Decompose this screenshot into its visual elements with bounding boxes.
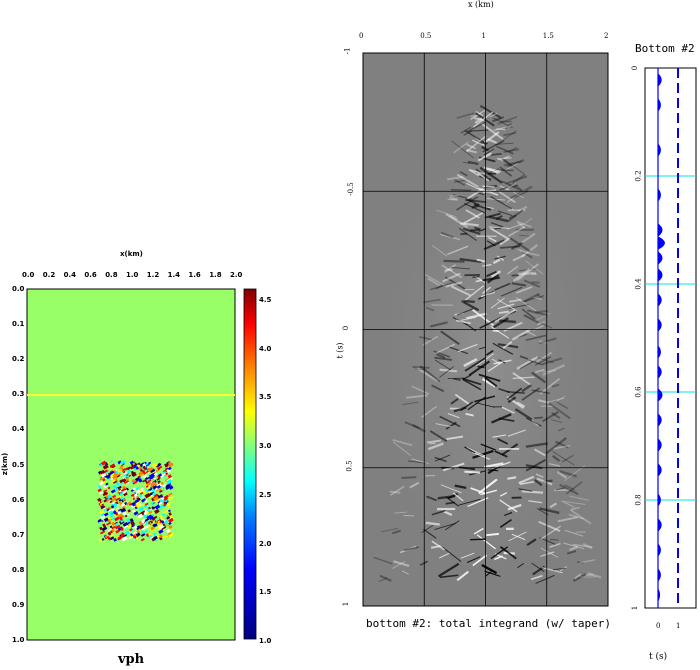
integrand-wavefronts xyxy=(373,105,602,585)
vph-colorbar-tick: 1.5 xyxy=(259,588,272,597)
vph-colorbar-tick: 4.0 xyxy=(259,344,272,353)
vph-colorbar xyxy=(243,288,257,640)
vph-x-tick: 2.0 xyxy=(230,271,243,279)
vph-x-tick: 0.4 xyxy=(63,271,76,279)
vph-x-tick: 1.4 xyxy=(167,271,180,279)
vph-z-tick: 0.3 xyxy=(12,390,25,399)
vph-colorbar-tick: 1.0 xyxy=(259,636,272,645)
vph-x-tick: 0.0 xyxy=(22,271,35,279)
integrand-x-tick: 0 xyxy=(359,32,364,40)
vph-title: vph xyxy=(118,652,145,667)
integrand-caption: bottom #2: total integrand (w/ taper) xyxy=(366,617,612,630)
vph-z-tick: 0.8 xyxy=(12,565,25,574)
bottom-x-tick: 0 xyxy=(656,622,661,630)
integrand-x-tick: 1 xyxy=(481,32,486,40)
vph-x-tick: 0.8 xyxy=(105,271,118,279)
vph-x-tick: 1.2 xyxy=(146,271,160,279)
vph-z-tick: 0.2 xyxy=(12,355,25,364)
vph-x-tick: 1.0 xyxy=(126,271,139,279)
vph-x-tick: 0.2 xyxy=(42,271,56,279)
integrand-x-tick: 0.5 xyxy=(420,32,432,40)
vph-x-tick: 1.8 xyxy=(209,271,222,279)
vph-z-tick: 1.0 xyxy=(12,636,25,644)
bottom-x-tick: 1 xyxy=(676,622,681,630)
vph-x-tick: 1.6 xyxy=(188,271,201,279)
vph-x-tick: 0.6 xyxy=(84,271,97,279)
bottom-frame xyxy=(644,67,697,609)
integrand-x-tick: 1.5 xyxy=(542,32,554,40)
vph-z-tick: 0.7 xyxy=(12,530,25,539)
integrand-grid xyxy=(363,53,608,606)
integrand-x-tick: 2 xyxy=(604,32,609,40)
vph-z-tick: 0.6 xyxy=(12,495,25,504)
vph-plot xyxy=(26,288,257,641)
vph-colorbar-tick: 2.5 xyxy=(259,490,272,499)
integrand-panel: x (km) 0 0.5 1 1.5 2 -1 -0.5 0 0.5 1 t (s) botto… xyxy=(300,0,630,670)
vph-z-tick: 0.5 xyxy=(12,460,25,469)
vph-z-tick: 0.0 xyxy=(12,285,25,293)
vph-colorbar-tick: 3.0 xyxy=(259,442,272,451)
vph-colorbar-tick: 4.5 xyxy=(259,296,272,304)
vph-z-tick: 0.1 xyxy=(12,320,25,329)
integrand-x-label: x (km) xyxy=(468,0,494,9)
vph-colorbar-tick: 2.0 xyxy=(259,539,272,548)
vph-colorbar-tick: 3.5 xyxy=(259,393,272,402)
vph-panel: x(km) 0.0 0.2 0.4 0.6 0.8 1.0 1.2 1.4 1.6 1.8 2.0 … xyxy=(0,0,300,670)
bottom-title: Bottom #2 xyxy=(635,42,695,55)
bottom-trace xyxy=(657,68,665,608)
vph-anomaly xyxy=(97,460,174,543)
bottom-plot xyxy=(644,67,697,609)
vph-x-label: x(km) xyxy=(120,250,143,258)
bottom-x-label: t (s) xyxy=(649,652,668,662)
integrand-plot xyxy=(362,52,609,607)
vph-z-tick: 0.9 xyxy=(12,600,25,609)
vph-z-tick: 0.4 xyxy=(12,425,25,434)
